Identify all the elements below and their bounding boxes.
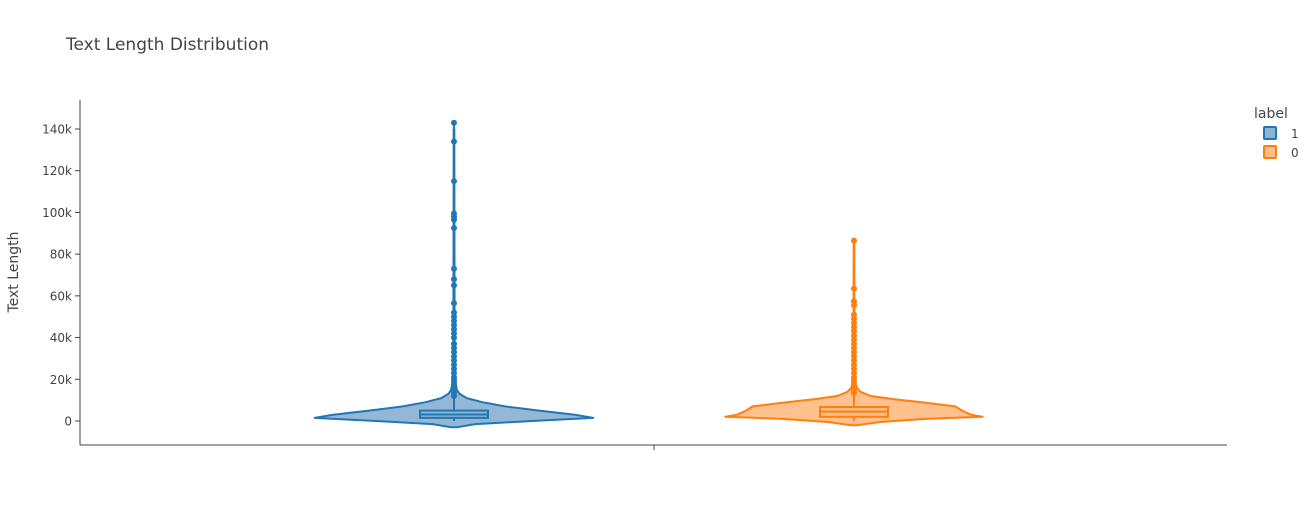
violin-series-1 [313,119,595,429]
outlier-point [451,317,457,324]
outlier-point [451,300,457,307]
legend-title: label [1254,106,1288,122]
outlier-point [451,138,457,145]
outlier-point [451,374,457,381]
outlier-point [851,302,857,309]
legend-swatch [1263,145,1277,159]
outlier-point [451,119,457,126]
outlier-point [451,265,457,272]
legend-item-0[interactable]: 0 [1263,145,1299,160]
outlier-point [451,326,457,333]
outlier-point [851,370,857,377]
outlier-point [451,178,457,185]
y-tick-label: 140k [42,123,72,137]
outlier-point [451,361,457,368]
outlier-point [451,345,457,351]
y-tick-label: 20k [50,373,72,387]
violin-series-0 [724,237,984,427]
y-tick-label: 0 [64,415,72,429]
outlier-point [851,319,857,326]
outlier-point [851,298,857,305]
outlier-point [451,210,457,217]
outlier-point [451,330,457,337]
outlier-point [851,353,857,360]
outlier-point [451,282,457,289]
outlier-point [451,322,457,329]
outlier-point [451,309,457,316]
violins [313,119,984,429]
legend-label: 0 [1291,146,1299,160]
outlier-point [451,334,457,341]
y-tick-label: 120k [42,164,72,178]
outlier-point [851,349,857,356]
outlier-point [851,345,857,351]
y-axis-label: Text Length [6,231,22,313]
legend-label: 1 [1291,127,1299,141]
outlier-point [451,349,457,356]
outlier-point [451,225,457,232]
legend-swatch [1263,126,1277,140]
outlier-point [851,365,857,372]
y-tick-label: 80k [50,248,72,262]
outlier-point [851,374,857,381]
outlier-point [451,370,457,377]
outlier-point [851,336,857,343]
outlier-point [851,361,857,368]
outlier-point [851,332,857,339]
outlier-point [451,276,457,283]
legend: label 1 0 [1254,106,1299,160]
legend-item-1[interactable]: 1 [1263,126,1299,141]
outlier-point [451,353,457,360]
chart-title: Text Length Distribution [65,35,269,55]
outlier-point [451,357,457,364]
outlier-point [851,311,857,318]
outlier-point [851,324,857,331]
outlier-point [851,315,857,322]
outlier-point [851,340,857,347]
y-axis-ticks: 0 20k 40k 60k 80k 100k 120k 140k [42,123,80,429]
outlier-point [851,357,857,364]
outlier-point [451,313,457,320]
y-tick-label: 100k [42,206,72,220]
outlier-point [851,285,857,292]
y-tick-label: 60k [50,289,72,303]
outlier-point [851,237,857,244]
y-tick-label: 40k [50,331,72,345]
outlier-point [451,340,457,347]
outlier-point [451,365,457,372]
outlier-point [851,328,857,335]
